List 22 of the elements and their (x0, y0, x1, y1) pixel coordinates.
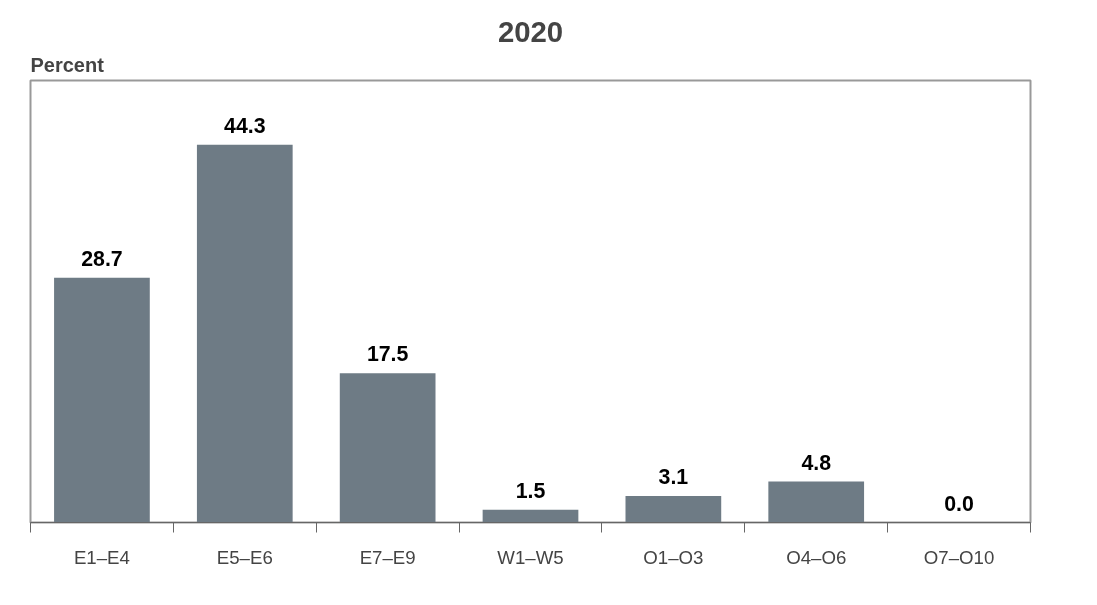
x-tick-label: E5–E6 (216, 546, 273, 568)
data-label: 17.5 (366, 342, 409, 367)
data-label: 0.0 (944, 491, 974, 516)
bar (54, 277, 150, 523)
data-label: 28.7 (81, 246, 123, 271)
bar (196, 144, 293, 523)
data-label: 44.3 (224, 113, 266, 138)
x-tick-label: W1–W5 (497, 546, 564, 568)
x-tick-label: O7–O10 (923, 546, 995, 568)
bar (768, 481, 865, 523)
bar (482, 509, 579, 523)
bar (625, 496, 722, 523)
x-tick-label: O4–O6 (786, 546, 847, 568)
x-tick-label: E7–E9 (359, 546, 416, 568)
y-axis-title: Percent (30, 53, 105, 76)
x-tick-label: E1–E4 (73, 546, 130, 568)
bar (339, 373, 436, 523)
chart-title: 2020 (497, 14, 564, 48)
x-tick-label: O1–O3 (643, 546, 704, 568)
data-label: 4.8 (801, 450, 832, 475)
data-label: 1.5 (515, 478, 546, 503)
data-label: 3.1 (658, 465, 689, 490)
